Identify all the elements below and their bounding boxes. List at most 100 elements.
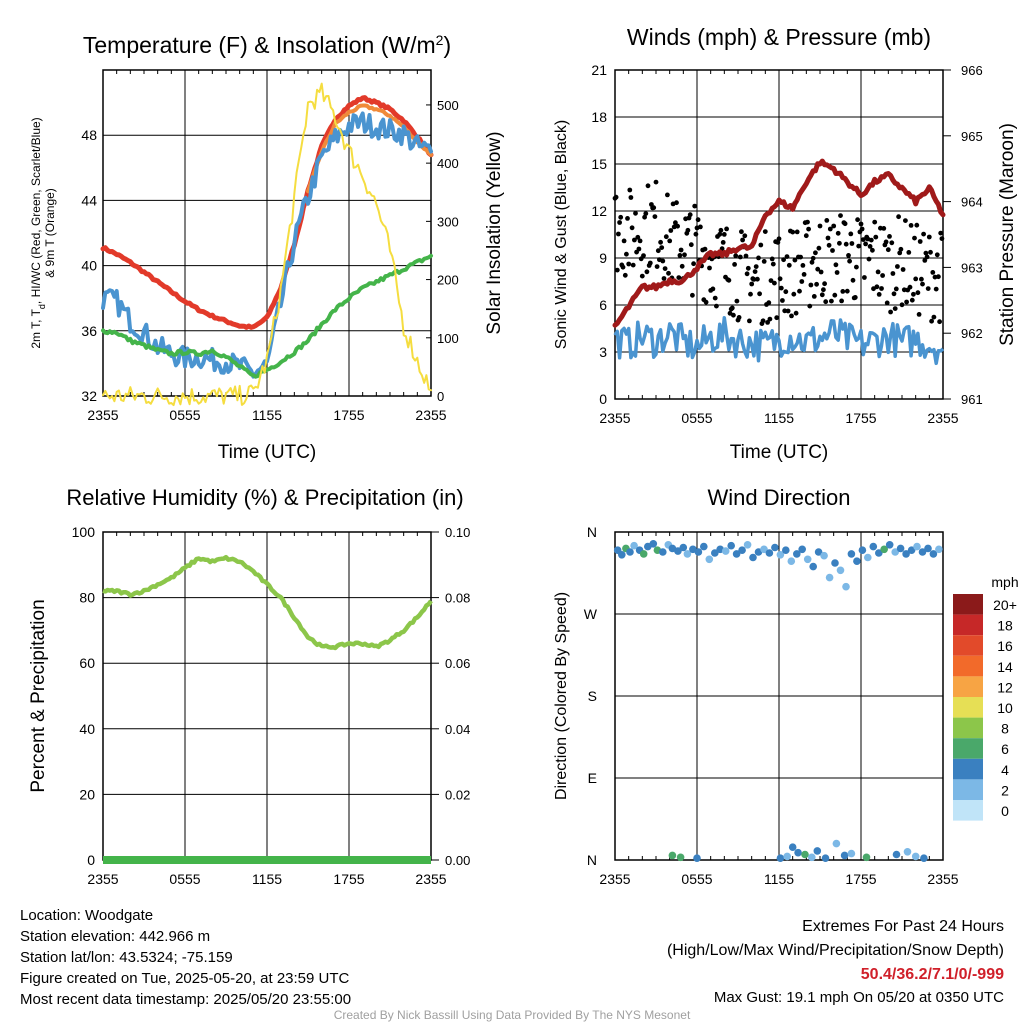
latlon-label: Station lat/lon: 43.5324; -75.159 [20, 949, 233, 966]
gust-point [844, 288, 850, 294]
gust-point [751, 277, 757, 282]
y-tick-label-right: 300 [437, 214, 459, 229]
gust-point [837, 240, 842, 246]
gust-point [748, 291, 753, 297]
gust-point [846, 253, 851, 258]
legend-label: 6 [1001, 741, 1009, 757]
y-tick-label-left: 36 [81, 323, 97, 339]
gust-point [832, 292, 838, 298]
gust-point [613, 194, 619, 200]
direction-point [840, 851, 849, 860]
direction-point [847, 849, 856, 858]
gust-point [624, 251, 629, 257]
gust-point [900, 267, 906, 272]
gust-point [644, 269, 650, 275]
gust-point [859, 226, 865, 232]
gust-point [879, 286, 884, 291]
gust-point [816, 245, 822, 251]
x-tick-label: 2355 [927, 410, 958, 426]
series-line-rh [102, 554, 433, 651]
gust-point [622, 272, 628, 278]
direction-point [831, 559, 839, 567]
gust-point [915, 290, 921, 296]
direction-point [771, 543, 779, 552]
gust-point [714, 303, 719, 309]
gust-point [661, 276, 667, 281]
max-gust-label: Max Gust: 19.1 mph On 05/20 at 0350 UTC [713, 989, 1004, 1006]
direction-point [832, 839, 841, 848]
gust-point [635, 234, 641, 240]
gust-point [674, 200, 679, 206]
gust-point [887, 234, 892, 239]
gust-point [829, 298, 834, 304]
gust-point [783, 289, 789, 295]
gust-point [909, 297, 915, 303]
gust-point [688, 242, 694, 248]
gust-point [693, 231, 699, 237]
panel-title: Wind Direction [707, 485, 850, 510]
gust-point [766, 300, 772, 306]
gust-point [798, 254, 803, 260]
legend-swatch [953, 779, 983, 800]
gust-point [703, 299, 709, 305]
legend-swatch [953, 800, 983, 821]
gust-point [627, 187, 633, 193]
gust-point [682, 252, 687, 258]
gust-point [928, 249, 933, 255]
gust-point [937, 319, 942, 325]
y-tick-label-right: 500 [437, 98, 459, 113]
gust-point [639, 273, 645, 279]
direction-point [760, 545, 768, 554]
gust-point [663, 234, 669, 240]
gust-point [919, 276, 924, 282]
gust-point [862, 275, 867, 280]
gust-point [629, 225, 635, 231]
gust-point [770, 261, 776, 267]
gust-point [907, 284, 913, 290]
y-tick-label-left: 18 [591, 109, 607, 125]
gust-point [749, 281, 755, 287]
direction-point [783, 852, 791, 861]
gust-point [840, 289, 846, 294]
direction-point [809, 562, 817, 571]
gust-point [830, 248, 835, 253]
series-line-sonic-wind [613, 315, 945, 366]
y-tick-label-left: 21 [591, 62, 607, 78]
y-tick-label-right: 964 [961, 195, 983, 210]
gust-point [805, 219, 810, 225]
gust-point [720, 240, 726, 245]
y-axis-label-right: Station Pressure (Maroon) [997, 123, 1018, 346]
direction-point [788, 843, 797, 851]
gust-point [810, 255, 816, 261]
y-tick-label-left: 20 [79, 786, 95, 802]
gust-point [797, 288, 802, 294]
gust-point [904, 299, 909, 305]
legend-swatch [953, 614, 983, 636]
gust-point [800, 263, 806, 268]
y-axis-label-left: 2m T, Td, HI/WC (Red, Green, Scarlet/Blu… [29, 117, 47, 348]
gust-point [642, 214, 647, 220]
gust-point [742, 233, 748, 239]
gust-point [912, 235, 917, 241]
gust-point [744, 271, 750, 277]
direction-point [649, 540, 658, 548]
legend-label: 14 [997, 659, 1013, 675]
direction-point [801, 850, 809, 859]
gust-point [842, 221, 848, 227]
gust-point [733, 253, 739, 259]
legend-swatch [953, 758, 983, 780]
legend-label: 16 [997, 638, 1013, 654]
y-tick-label-right: 0.00 [445, 853, 470, 868]
gust-point [698, 224, 703, 230]
gust-point [930, 270, 936, 275]
gust-point [803, 233, 809, 239]
direction-point [676, 853, 685, 862]
gust-point [833, 262, 839, 268]
x-tick-label: 0555 [681, 410, 712, 426]
gust-point [901, 287, 907, 293]
direction-point [847, 550, 856, 558]
gust-point [760, 318, 766, 324]
x-tick-label: 1155 [764, 410, 794, 426]
gust-point [875, 269, 881, 275]
